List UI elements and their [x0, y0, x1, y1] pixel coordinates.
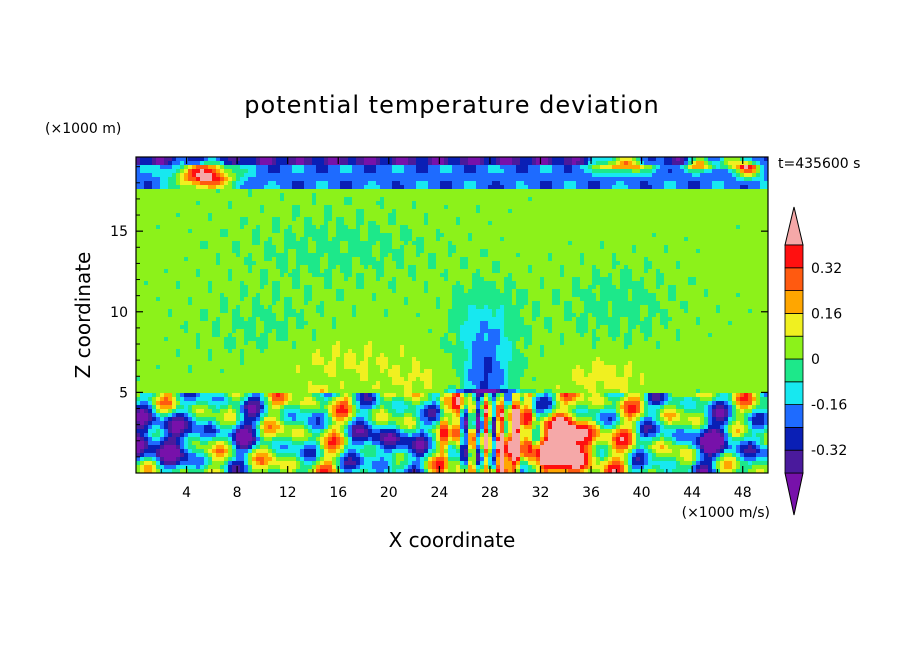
- x-tick-label: 8: [233, 485, 242, 501]
- colorbar: -0.32 -0.16 0 0.16 0.32: [784, 206, 847, 516]
- y-tick-label: 10: [110, 305, 128, 321]
- x-tick-label: 28: [481, 485, 499, 501]
- colorbar-swatch: [784, 267, 804, 291]
- colorbar-swatch: [784, 290, 804, 314]
- x-unit-label: (×1000 m/s): [682, 505, 770, 521]
- x-tick-label: 4: [182, 485, 191, 501]
- colorbar-tick-label: -0.32: [811, 443, 847, 459]
- colorbar-swatch: [784, 335, 804, 360]
- x-tick-label: 32: [532, 485, 550, 501]
- plot-frame: [135, 156, 769, 474]
- x-tick-label: 44: [683, 485, 701, 501]
- colorbar-swatch: [784, 244, 804, 269]
- y-axis-label: Z coordinate: [71, 252, 95, 379]
- x-tick-label: 12: [279, 485, 297, 501]
- colorbar-tick-label: 0.32: [811, 261, 842, 277]
- colorbar-swatch: [784, 449, 804, 474]
- y-axis: 5 10 15: [110, 166, 768, 458]
- colorbar-under-triangle: [784, 472, 804, 516]
- time-label: t=435600 s: [778, 156, 860, 172]
- x-tick-label: 24: [430, 485, 448, 501]
- colorbar-swatch: [784, 358, 804, 383]
- x-tick-label: 20: [380, 485, 398, 501]
- y-unit-label: (×1000 m): [45, 121, 121, 137]
- x-axis-label: X coordinate: [389, 528, 516, 552]
- x-tick-label: 16: [329, 485, 347, 501]
- colorbar-swatch: [784, 381, 804, 405]
- chart-title: potential temperature deviation: [244, 91, 659, 119]
- colorbar-tick-label: 0: [811, 352, 820, 368]
- x-tick-label: 40: [633, 485, 651, 501]
- colorbar-tick-label: -0.16: [811, 398, 847, 414]
- colorbar-swatch: [784, 404, 804, 428]
- y-tick-label: 15: [110, 224, 128, 240]
- colorbar-swatch: [784, 426, 804, 451]
- x-axis: 4 8 12 16 20 24 28 32 36 40 44 48: [160, 157, 752, 501]
- x-tick-label: 48: [734, 485, 752, 501]
- x-tick-label: 36: [582, 485, 600, 501]
- colorbar-swatch: [784, 312, 804, 337]
- colorbar-over-triangle: [784, 206, 804, 246]
- colorbar-tick-label: 0.16: [811, 306, 842, 322]
- heatmap-field: [136, 157, 768, 473]
- y-tick-label: 5: [119, 385, 128, 401]
